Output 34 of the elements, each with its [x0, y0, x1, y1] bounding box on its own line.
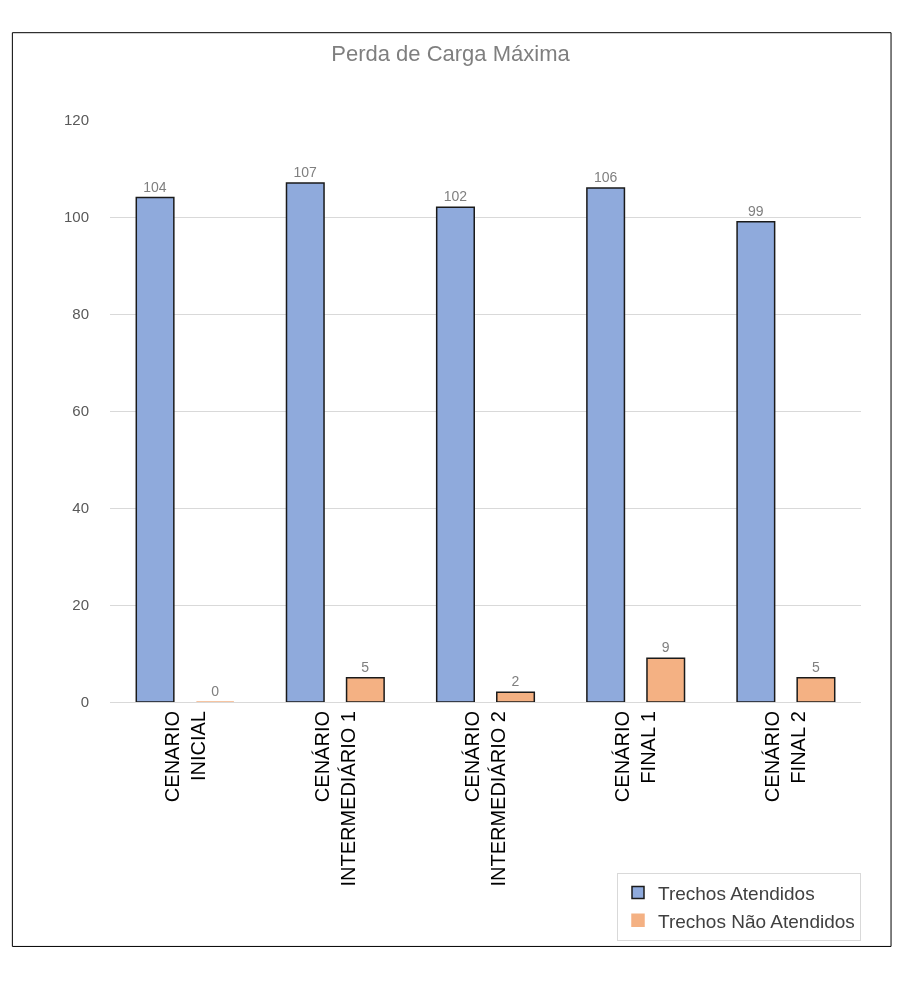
bar	[586, 187, 626, 702]
y-tick-label: 120	[63, 111, 89, 129]
bar	[135, 196, 175, 702]
bar	[435, 206, 475, 702]
bar	[345, 677, 385, 702]
x-tick-label: CENARIO INICIAL	[160, 711, 209, 803]
bar	[285, 182, 325, 702]
y-tick-label: 20	[72, 596, 89, 614]
bar	[496, 691, 536, 702]
data-label: 104	[143, 178, 167, 195]
data-label: 2	[511, 673, 520, 690]
legend-label: Trechos Atendidos	[658, 882, 815, 904]
y-tick-label: 40	[72, 499, 89, 517]
bar	[796, 677, 836, 702]
x-tick-label: CENÁRIO INTERMEDIÁRIO 1	[310, 711, 359, 887]
x-tick-label: CENÁRIO INTERMEDIÁRIO 2	[461, 711, 509, 887]
chart-title: Perda de Carga Máxima	[331, 40, 571, 66]
y-tick-label: 80	[72, 305, 89, 323]
data-label: 5	[361, 658, 370, 675]
y-tick-label: 0	[80, 693, 89, 711]
x-tick-label: CENÁRIO FINAL 2	[761, 711, 810, 803]
x-tick-label: CENÁRIO FINAL 1	[611, 711, 660, 803]
bar	[646, 657, 686, 702]
data-label: 5	[811, 658, 820, 675]
data-label: 102	[443, 188, 468, 205]
bar	[736, 221, 776, 702]
data-label: 9	[661, 639, 670, 656]
data-label: 0	[211, 683, 220, 699]
y-tick-label: 100	[63, 208, 89, 226]
data-label: 99	[747, 202, 764, 219]
y-tick-label: 60	[72, 402, 89, 420]
data-label: 107	[293, 164, 318, 181]
data-label: 106	[593, 168, 618, 185]
legend-label: Trechos Não Atendidos	[658, 910, 855, 932]
